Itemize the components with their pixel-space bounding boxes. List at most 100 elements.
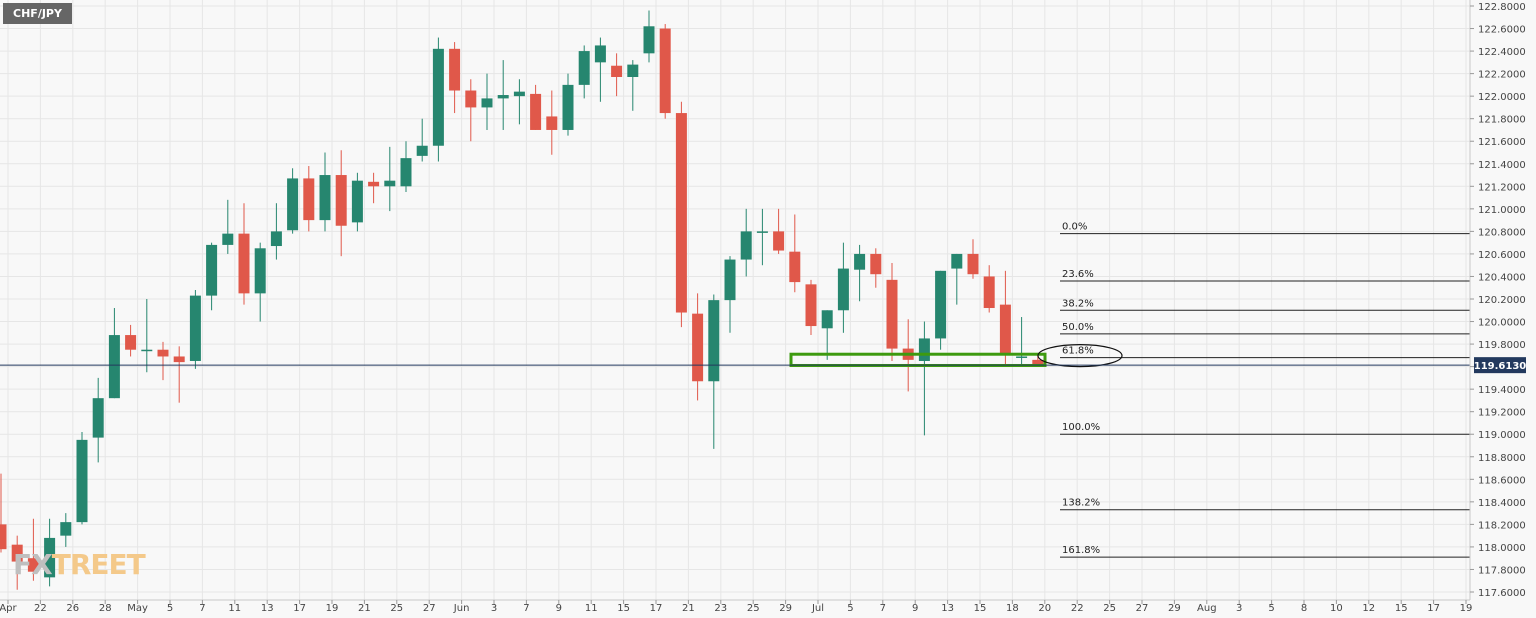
x-tick-label: 13	[941, 603, 954, 614]
candle-body	[384, 180, 396, 187]
x-tick-label: 20	[1038, 603, 1051, 614]
y-tick-label: 120.4000	[1478, 272, 1526, 283]
candle-body	[724, 259, 736, 301]
candle-body	[449, 48, 461, 91]
candle-body	[562, 84, 574, 130]
candle-body	[951, 253, 963, 269]
candle-body	[789, 251, 801, 283]
x-tick-label: 12	[1362, 603, 1375, 614]
x-tick-label: 7	[199, 603, 205, 614]
x-tick-label: 15	[974, 603, 987, 614]
candle-body	[643, 26, 655, 54]
candle-body	[432, 48, 444, 146]
y-tick-label: 122.6000	[1478, 25, 1526, 36]
candle-body	[740, 231, 752, 260]
candle-body	[416, 145, 428, 156]
candle-body	[805, 284, 817, 327]
x-tick-label: 15	[617, 603, 630, 614]
candle-body	[918, 338, 930, 361]
candle-body	[287, 178, 299, 231]
candle-body	[319, 175, 331, 221]
candle-body	[497, 95, 509, 99]
candle-body	[578, 51, 590, 85]
x-tick-label: 7	[523, 603, 529, 614]
candle-body	[530, 93, 542, 130]
fib-label: 61.8%	[1062, 346, 1094, 357]
watermark-logo: FXTREET	[13, 548, 146, 581]
x-tick-label: 13	[261, 603, 274, 614]
x-tick-label: 22	[34, 603, 47, 614]
x-tick-label: 29	[1168, 603, 1181, 614]
y-tick-label: 120.2000	[1478, 295, 1526, 306]
candle-body	[886, 279, 898, 349]
x-tick-label: 21	[682, 603, 695, 614]
candle-body	[76, 439, 88, 523]
y-tick-label: 118.8000	[1478, 453, 1526, 464]
x-tick-label: 9	[556, 603, 562, 614]
candle-body	[675, 113, 687, 313]
current-price-box	[1474, 357, 1526, 374]
candle-body	[611, 65, 623, 77]
candle-body	[465, 90, 477, 108]
candle-body	[189, 295, 201, 361]
x-tick-label: 5	[167, 603, 173, 614]
x-tick-label: 17	[650, 603, 663, 614]
y-tick-label: 120.0000	[1478, 318, 1526, 329]
candle-body	[1016, 356, 1028, 358]
x-tick-label: 17	[293, 603, 306, 614]
x-tick-label: 3	[1236, 603, 1242, 614]
fib-label: 161.8%	[1062, 545, 1100, 556]
x-tick-label: 19	[326, 603, 339, 614]
fib-label: 0.0%	[1062, 222, 1087, 233]
fib-label: 138.2%	[1062, 498, 1100, 509]
candle-body	[594, 45, 606, 63]
x-tick-label: 8	[1301, 603, 1307, 614]
y-tick-label: 122.4000	[1478, 47, 1526, 58]
x-tick-label: 3	[491, 603, 497, 614]
candle-body	[659, 28, 671, 114]
x-tick-label: 28	[99, 603, 112, 614]
x-tick-label: 17	[1427, 603, 1440, 614]
x-tick-label: 11	[228, 603, 241, 614]
fib-highlight-ellipse	[1037, 344, 1123, 368]
y-tick-label: 118.4000	[1478, 498, 1526, 509]
candle-layer	[0, 10, 1044, 590]
x-tick-label: May	[127, 603, 148, 614]
x-tick-label: Jul	[811, 603, 824, 614]
candle-body	[368, 181, 380, 187]
y-tick-label: 119.4000	[1478, 385, 1526, 396]
current-price-label: 119.6130	[1474, 361, 1527, 372]
x-tick-label: Apr	[0, 603, 18, 614]
y-tick-label: 121.2000	[1478, 182, 1526, 193]
x-tick-label: 25	[747, 603, 760, 614]
x-tick-label: 19	[1460, 603, 1473, 614]
candle-body	[335, 175, 347, 226]
x-tick-label: 11	[585, 603, 598, 614]
y-tick-label: 120.8000	[1478, 227, 1526, 238]
candle-body	[708, 300, 720, 382]
candle-body	[60, 522, 72, 536]
candle-body	[756, 231, 768, 233]
candle-body	[27, 558, 39, 572]
watermark-part2: TREET	[51, 548, 146, 581]
candle-body	[513, 91, 525, 97]
y-tick-label: 121.0000	[1478, 205, 1526, 216]
watermark-part1: FX	[13, 548, 53, 581]
y-tick-label: 121.4000	[1478, 160, 1526, 171]
y-tick-label: 118.0000	[1478, 543, 1526, 554]
candle-body	[92, 398, 104, 438]
candle-body	[157, 349, 169, 357]
y-tick-label: 121.8000	[1478, 115, 1526, 126]
candle-body	[870, 253, 882, 275]
candle-body	[303, 178, 315, 221]
y-tick-label: 119.0000	[1478, 430, 1526, 441]
candle-body	[821, 310, 833, 329]
x-tick-label: 18	[1006, 603, 1019, 614]
fib-label: 38.2%	[1062, 298, 1094, 309]
candle-body	[773, 231, 785, 251]
x-tick-label: 21	[358, 603, 371, 614]
x-tick-label: 23	[714, 603, 727, 614]
y-tick-label: 122.8000	[1478, 2, 1526, 13]
